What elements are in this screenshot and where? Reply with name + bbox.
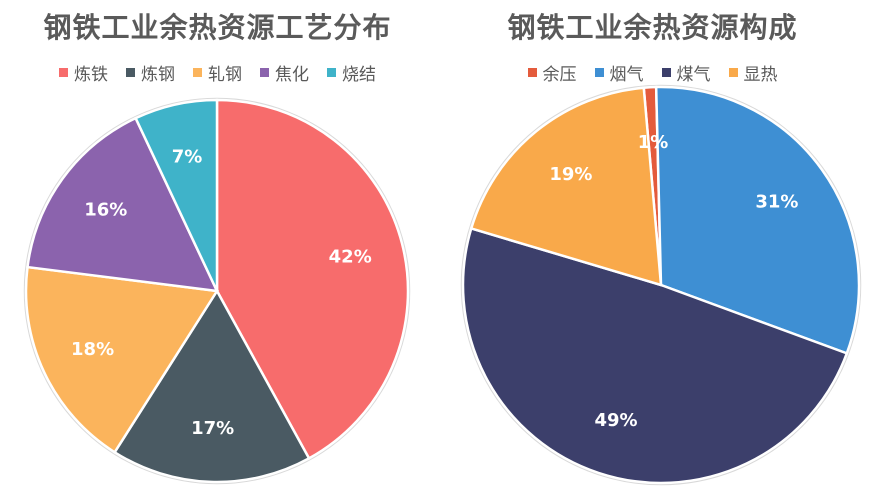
legend-label: 余压 — [542, 65, 577, 85]
legend-label: 煤气 — [676, 65, 711, 85]
legend-item: 焦化 — [260, 60, 309, 85]
pie-panel-process: 钢铁工业余热资源工艺分布 炼铁 炼钢 轧钢 焦化 烧结 42% 17% 18% 16%… — [0, 11, 435, 485]
chart-title: 钢铁工业余热资源工艺分布 — [43, 11, 392, 44]
legend-swatch — [728, 68, 738, 77]
legend-item: 炼钢 — [126, 60, 175, 85]
slice-label-烧结: 7% — [172, 146, 203, 167]
slice-label-余压: 1% — [638, 132, 669, 153]
slice-label-煤气: 49% — [594, 410, 637, 431]
legend-swatch — [661, 68, 671, 77]
pie-chart: 42% 17% 18% 16% 7% — [23, 97, 411, 485]
slice-label-焦化: 16% — [84, 200, 127, 221]
legend-label: 炼铁 — [74, 65, 108, 85]
legend-label: 烟气 — [609, 65, 644, 85]
pie-slice-轧钢 — [24, 265, 220, 454]
pie-slice-煤气 — [461, 226, 849, 485]
legend-item: 烟气 — [594, 60, 644, 85]
legend-item: 煤气 — [661, 60, 711, 85]
legend-swatch — [260, 68, 269, 77]
slice-label-炼钢: 17% — [191, 418, 234, 439]
legend-label: 焦化 — [275, 65, 309, 85]
legend: 余压 烟气 煤气 显热 — [435, 60, 870, 85]
slice-label-显热: 19% — [549, 164, 592, 185]
legend-item: 炼铁 — [59, 60, 108, 85]
legend-swatch — [327, 68, 336, 77]
pie-slice-焦化 — [26, 116, 220, 293]
legend-swatch — [527, 68, 537, 77]
slice-label-轧钢: 18% — [71, 339, 114, 360]
pie-chart: 1% 31% 49% 19% — [460, 84, 862, 486]
legend-label: 轧钢 — [208, 65, 242, 85]
legend-item: 轧钢 — [193, 60, 242, 85]
pie-slice-烧结 — [134, 98, 219, 292]
pie-outline — [460, 84, 862, 486]
legend-swatch — [126, 68, 135, 77]
legend-item: 余压 — [527, 60, 577, 85]
legend-label: 烧结 — [342, 65, 376, 85]
legend: 炼铁 炼钢 轧钢 焦化 烧结 — [0, 60, 435, 85]
legend-label: 显热 — [743, 65, 778, 85]
pie-slice-烟气 — [654, 85, 861, 355]
legend-swatch — [594, 68, 604, 77]
legend-swatch — [59, 68, 68, 77]
pie-slice-炼铁 — [215, 98, 410, 461]
pie-panel-composition: 钢铁工业余热资源构成 余压 烟气 煤气 显热 1% 31% 49% 19% — [435, 0, 870, 504]
pie-slice-炼钢 — [112, 288, 311, 484]
legend-item: 烧结 — [327, 60, 376, 85]
chart-title: 钢铁工业余热资源构成 — [507, 11, 798, 44]
pie-outline — [23, 97, 411, 485]
slice-label-烟气: 31% — [755, 192, 798, 213]
pie-slice-显热 — [469, 86, 663, 287]
legend-label: 炼钢 — [141, 65, 175, 85]
legend-swatch — [193, 68, 202, 77]
legend-item: 显热 — [728, 60, 778, 85]
slice-label-炼铁: 42% — [329, 246, 372, 267]
